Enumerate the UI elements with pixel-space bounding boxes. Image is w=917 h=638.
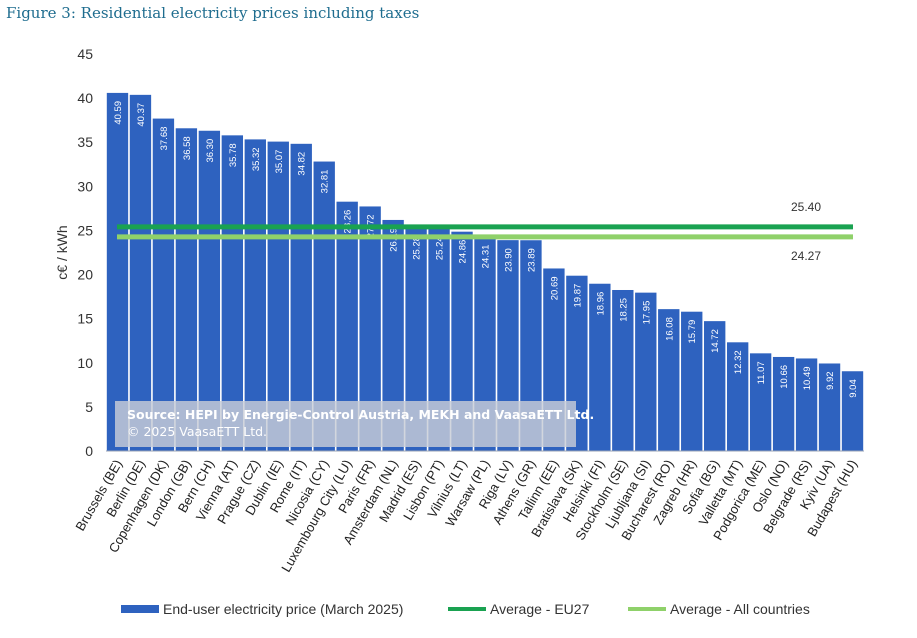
legend-label-eu27: Average - EU27 [490, 601, 590, 617]
bar [818, 363, 841, 451]
source-text: Source: HEPI by Energie-Control Austria,… [127, 407, 595, 422]
bar [658, 309, 680, 451]
bar-value-label: 23.90 [503, 248, 514, 272]
bar [749, 353, 772, 451]
y-tick-label: 35 [77, 134, 93, 150]
bar-value-label: 28.26 [343, 210, 354, 234]
legend-item-price: End-user electricity price (March 2025) [121, 601, 403, 617]
bar-value-label: 24.31 [481, 245, 492, 269]
bar [635, 292, 657, 451]
y-tick-label: 40 [77, 90, 93, 106]
bar-value-label: 32.81 [320, 170, 331, 194]
bar [198, 130, 221, 451]
legend-item-eu27: Average - EU27 [448, 601, 589, 617]
bar-value-label: 9.92 [825, 371, 836, 390]
bar [382, 219, 404, 451]
legend-item-all: Average - All countries [628, 601, 810, 617]
y-tick-label: 25 [77, 222, 93, 238]
bar-value-label: 19.87 [572, 284, 583, 308]
bar-value-label: 26.19 [389, 228, 400, 252]
legend-label-price: End-user electricity price (March 2025) [163, 601, 404, 617]
bar-value-label: 9.04 [848, 379, 859, 398]
bar-value-label: 11.07 [756, 361, 767, 384]
bar [612, 289, 634, 451]
y-tick-label: 15 [77, 311, 93, 327]
bar [336, 201, 358, 451]
bar-value-label: 14.72 [710, 329, 721, 353]
bar-value-label: 12.32 [733, 350, 744, 374]
bar [359, 206, 381, 451]
x-axis-labels: Brussels (BE)Berlin (DE)Copenhagen (DK)L… [72, 457, 860, 575]
bar [497, 240, 519, 451]
bar-value-label: 35.78 [228, 143, 239, 167]
bar-value-label: 40.37 [136, 103, 147, 127]
bar-value-label: 20.69 [549, 276, 560, 300]
bar [129, 94, 152, 451]
bar-value-label: 36.58 [182, 136, 193, 160]
y-tick-label: 10 [77, 355, 93, 371]
bar-value-label: 35.32 [251, 147, 262, 171]
bar-value-label: 17.95 [641, 301, 652, 325]
bar-value-label: 23.89 [526, 248, 537, 272]
bar [704, 321, 726, 451]
bar-value-label: 35.07 [274, 150, 285, 174]
bar [106, 92, 129, 451]
bar [772, 356, 795, 451]
y-tick-label: 20 [77, 267, 93, 283]
y-tick-label: 5 [85, 399, 93, 415]
bar-value-label: 16.08 [664, 317, 675, 341]
average-eu27-value: 25.40 [791, 200, 821, 214]
bar [841, 371, 864, 451]
legend-all-swatch [628, 607, 666, 611]
bar-value-label: 10.49 [802, 366, 813, 390]
bar [428, 228, 450, 451]
bar [795, 358, 818, 451]
bar [221, 135, 244, 451]
bar [451, 231, 473, 451]
bar [152, 118, 175, 451]
bar-value-label: 36.30 [205, 139, 216, 163]
legend-label-all: Average - All countries [670, 601, 810, 617]
bar [244, 139, 266, 451]
bar-value-label: 40.59 [113, 101, 124, 125]
bar-value-label: 15.79 [687, 320, 698, 344]
y-tick-label: 30 [77, 178, 93, 194]
bar-value-label: 18.25 [618, 298, 629, 322]
bar-value-label: 24.86 [458, 240, 469, 264]
bar-value-label: 10.66 [779, 365, 790, 389]
y-axis-label: c€ / kWh [54, 225, 70, 279]
y-tick-label: 0 [85, 443, 93, 459]
bar [290, 143, 312, 451]
bar [726, 342, 749, 451]
value-labels-group: 40.59 40.37 37.68 36.58 36.30 35.78 35.32 35.07… [113, 101, 859, 398]
bar [267, 141, 289, 451]
bar [474, 236, 496, 451]
y-axis: 0 5 10 15 20 25 30 35 40 45 [77, 46, 93, 459]
bar [175, 128, 198, 451]
bar-chart: 0 5 10 15 20 25 30 35 40 45 40.59 40.37 37.68 36.58 3… [54, 46, 864, 575]
bar-value-label: 34.82 [297, 152, 308, 176]
source-box [115, 401, 576, 447]
bar-value-label: 37.68 [159, 127, 170, 151]
y-tick-label: 45 [77, 46, 93, 62]
legend-eu27-swatch [448, 607, 486, 611]
figure-title: Figure 3: Residential electricity prices… [6, 4, 420, 22]
bars-group [106, 92, 864, 452]
bar [313, 161, 335, 451]
legend: End-user electricity price (March 2025) … [0, 601, 917, 621]
bar-value-label: 18.96 [595, 292, 606, 316]
copyright-text: © 2025 VaasaETT Ltd. [127, 424, 268, 439]
bar [405, 227, 427, 451]
legend-bar-swatch [121, 605, 159, 613]
average-lines-group: 25.40 24.27 [117, 200, 853, 263]
average-all-value: 24.27 [791, 249, 821, 263]
bar [681, 311, 703, 451]
bar-value-label: 25.24 [435, 236, 446, 260]
bar-value-label: 25.28 [412, 236, 423, 260]
bar [589, 283, 611, 451]
bar [520, 240, 542, 451]
